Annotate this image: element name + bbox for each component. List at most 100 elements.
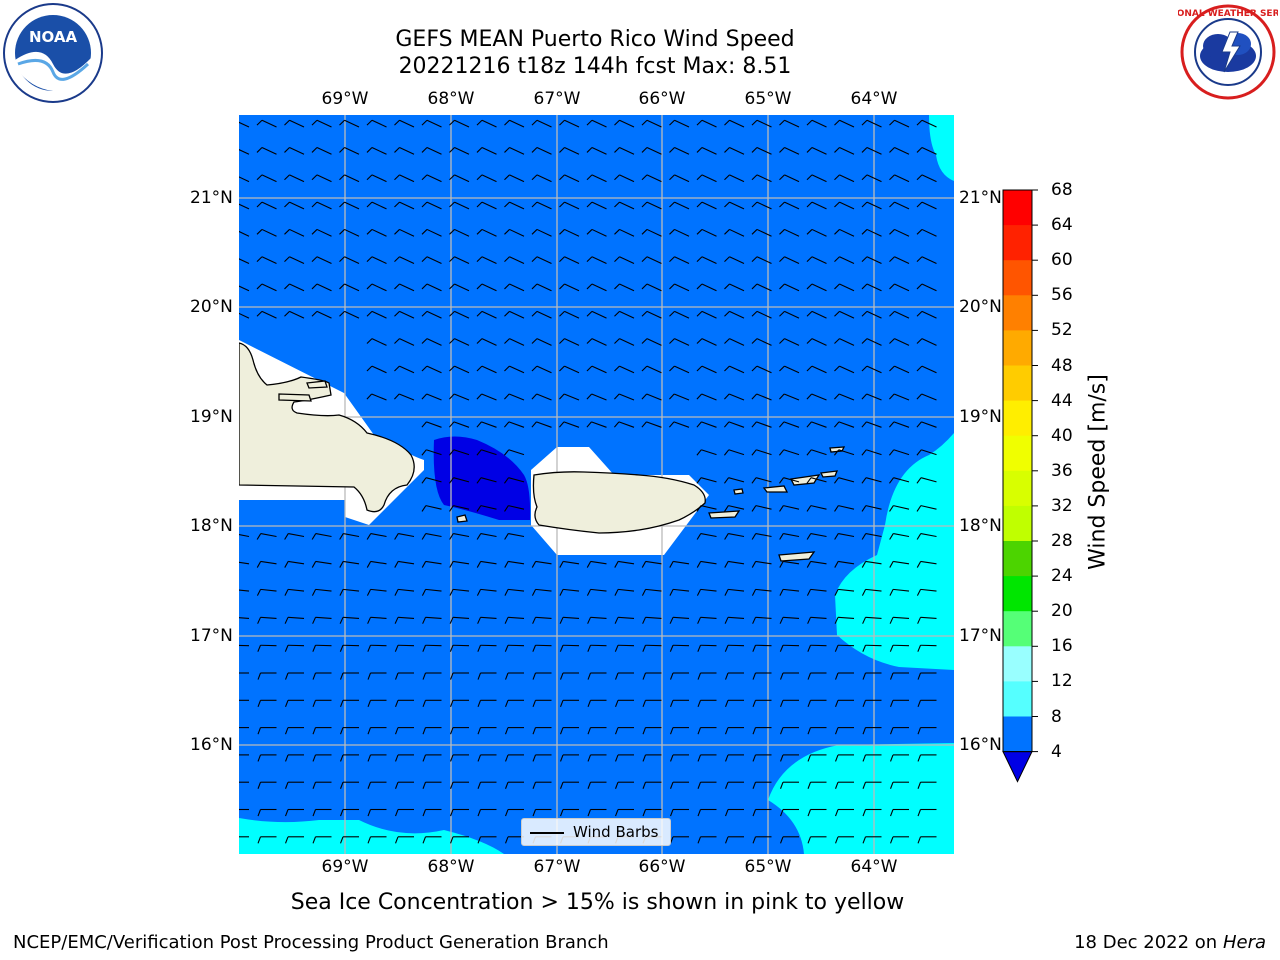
wind-barb-flag bbox=[835, 700, 839, 708]
wind-barb-flag bbox=[916, 561, 922, 568]
wind-barb-shaft bbox=[839, 365, 855, 374]
wind-barb-shaft bbox=[342, 616, 360, 619]
wind-barb-flag bbox=[779, 365, 785, 372]
wind-barb-shaft bbox=[370, 532, 387, 538]
wind-barb-shaft bbox=[756, 174, 772, 183]
wind-barb-shaft bbox=[893, 532, 910, 538]
wind-barb-shaft bbox=[239, 534, 250, 538]
wind-barb-shaft bbox=[838, 393, 855, 401]
colorbar-tick-label: 4 bbox=[1051, 741, 1062, 762]
wind-barb-flag bbox=[421, 283, 428, 290]
wind-barb-flag bbox=[560, 809, 564, 817]
wind-barb-shaft bbox=[701, 174, 717, 183]
wind-barb-flag bbox=[834, 338, 840, 344]
wind-barb-shaft bbox=[371, 228, 387, 237]
wind-barb-flag bbox=[477, 809, 482, 817]
wind-barb-flag bbox=[312, 700, 317, 708]
wind-barb-flag bbox=[256, 310, 263, 317]
wind-barb-shaft bbox=[564, 201, 580, 210]
wind-barb-flag bbox=[586, 393, 593, 400]
wind-barb-shaft bbox=[590, 616, 607, 619]
wind-barb-flag bbox=[559, 229, 565, 235]
colorbar-segment bbox=[1003, 260, 1032, 296]
wind-barb-flag bbox=[862, 782, 867, 789]
wind-barb-shaft bbox=[453, 421, 470, 428]
wind-barb-flag bbox=[669, 256, 675, 263]
lon-label-bottom: 68°W bbox=[427, 857, 475, 877]
wind-barb-shaft bbox=[729, 256, 745, 264]
wind-barb-shaft bbox=[536, 338, 552, 346]
colorbar-segment bbox=[1003, 435, 1032, 472]
wind-barb-shaft bbox=[398, 588, 415, 592]
wind-barb-flag bbox=[641, 393, 648, 400]
wind-barb-flag bbox=[312, 754, 317, 762]
wind-barb-flag bbox=[751, 393, 758, 400]
colorbar-tick-label: 68 bbox=[1051, 180, 1073, 200]
wind-barb-shaft bbox=[454, 228, 470, 237]
wind-barb-flag bbox=[586, 338, 593, 344]
wind-barb-shaft bbox=[426, 174, 442, 183]
wind-barb-flag bbox=[751, 229, 758, 235]
wind-barb-flag bbox=[807, 672, 812, 680]
wind-barb-flag bbox=[670, 782, 674, 789]
wind-barb-flag bbox=[697, 700, 702, 708]
wind-barb-shaft bbox=[728, 421, 745, 428]
wind-barb-shaft bbox=[453, 560, 470, 565]
wind-barb-flag bbox=[861, 229, 868, 235]
wind-barb-flag bbox=[532, 754, 537, 762]
wind-barb-shaft bbox=[784, 147, 800, 155]
wind-barb-flag bbox=[724, 645, 729, 652]
wind-barb-flag bbox=[724, 505, 729, 512]
wind-barb-flag bbox=[615, 672, 619, 680]
wind-barb-shaft bbox=[784, 283, 800, 292]
wind-barb-shaft bbox=[811, 256, 827, 264]
wind-barb-flag bbox=[806, 338, 813, 344]
wind-barb-shaft bbox=[261, 147, 277, 155]
wind-barb-shaft bbox=[563, 588, 580, 592]
wind-barb-shaft bbox=[371, 338, 387, 346]
wind-barb-flag bbox=[505, 754, 509, 762]
wind-barb-flag bbox=[806, 505, 812, 512]
wind-barb-shaft bbox=[921, 365, 937, 374]
wind-barb-shaft bbox=[811, 365, 827, 374]
wind-barb-flag bbox=[889, 119, 895, 126]
wind-barb-shaft bbox=[344, 310, 360, 319]
wind-barb-flag bbox=[861, 201, 868, 208]
wind-barb-shaft bbox=[591, 338, 607, 346]
wind-barb-shaft bbox=[839, 119, 855, 128]
wind-barb-flag bbox=[559, 365, 565, 372]
wind-barb-flag bbox=[669, 338, 675, 344]
wind-barb-flag bbox=[614, 147, 620, 153]
wind-barb-shaft bbox=[700, 616, 717, 619]
wind-barb-shaft bbox=[674, 147, 690, 155]
wind-barb-shaft bbox=[619, 310, 635, 319]
wind-barb-shaft bbox=[729, 119, 745, 128]
lat-label-left: 18°N bbox=[190, 516, 233, 536]
wind-barb-shaft bbox=[481, 283, 497, 292]
wind-barb-flag bbox=[476, 505, 482, 512]
wind-barb-flag bbox=[724, 229, 730, 235]
wind-barb-shaft bbox=[426, 421, 442, 428]
wind-barb-flag bbox=[476, 147, 483, 153]
wind-barb-flag bbox=[367, 700, 372, 708]
wind-barb-flag bbox=[340, 727, 344, 735]
wind-barb-flag bbox=[394, 174, 400, 181]
wind-barb-flag bbox=[779, 338, 785, 344]
wind-barb-flag bbox=[861, 147, 868, 153]
wind-barb-flag bbox=[257, 727, 262, 735]
wind-barb-shaft bbox=[562, 616, 580, 619]
wind-barb-shaft bbox=[454, 365, 470, 374]
wind-barb-flag bbox=[834, 119, 840, 126]
wind-barb-flag bbox=[751, 174, 758, 181]
wind-barb-flag bbox=[779, 533, 784, 540]
wind-barb-flag bbox=[861, 505, 867, 512]
wind-barb-shaft bbox=[784, 310, 800, 319]
wind-barb-flag bbox=[532, 617, 537, 624]
wind-barb-flag bbox=[531, 310, 538, 317]
wind-barb-shaft bbox=[371, 201, 387, 210]
wind-barb-shaft bbox=[646, 421, 662, 428]
wind-barb-shaft bbox=[591, 256, 607, 264]
wind-barb-flag bbox=[366, 147, 373, 153]
wind-barb-flag bbox=[724, 561, 729, 568]
wind-barb-shaft bbox=[536, 393, 552, 401]
